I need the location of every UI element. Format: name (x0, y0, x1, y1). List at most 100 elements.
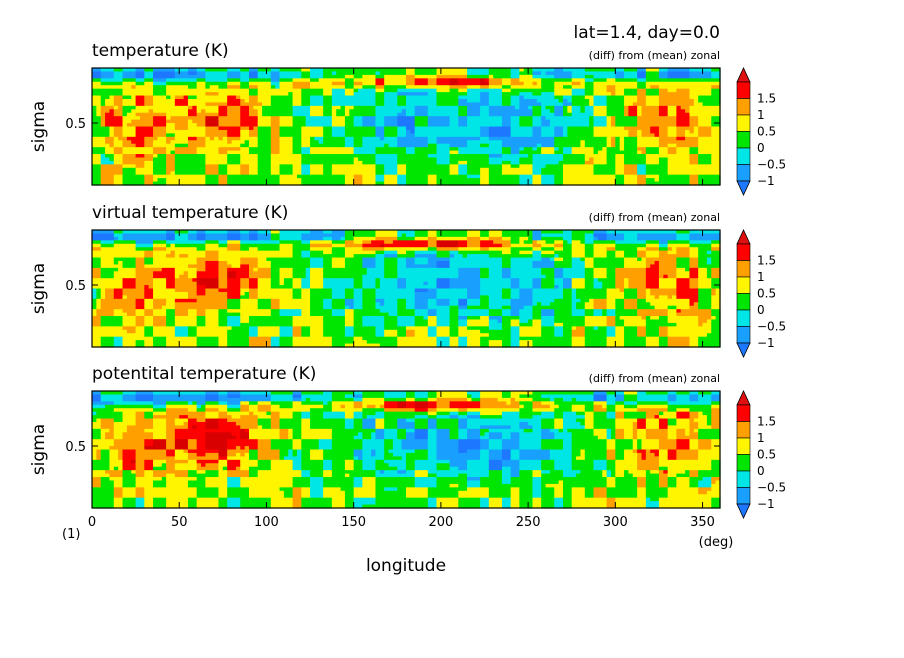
heatmap-cell (554, 164, 559, 168)
heatmap-cell (637, 147, 642, 151)
heatmap-cell (341, 82, 346, 86)
heatmap-cell (140, 171, 145, 175)
heatmap-cell (628, 78, 633, 82)
heatmap-cell (153, 140, 158, 144)
heatmap-cell (537, 123, 542, 127)
heatmap-cell (637, 113, 642, 117)
heatmap-cell (223, 154, 228, 158)
heatmap-cell (524, 157, 529, 161)
heatmap-cell (92, 140, 97, 144)
heatmap-cell (354, 71, 359, 75)
heatmap-cell (362, 147, 367, 151)
heatmap-cell (615, 109, 620, 113)
heatmap-cell (301, 96, 306, 100)
heatmap-cell (707, 127, 712, 131)
heatmap-cell (105, 130, 110, 134)
heatmap-cell (157, 175, 162, 179)
heatmap-cell (624, 147, 629, 151)
heatmap-cell (406, 92, 411, 96)
heatmap-cell (332, 96, 337, 100)
heatmap-cell (650, 116, 655, 120)
heatmap-cell (218, 82, 223, 86)
heatmap-cell (92, 258, 97, 262)
heatmap-cell (232, 127, 237, 131)
heatmap-cell (471, 147, 476, 151)
heatmap-cell (672, 99, 677, 103)
heatmap-cell (589, 147, 594, 151)
heatmap-cell (607, 175, 612, 179)
heatmap-cell (633, 85, 638, 89)
heatmap-cell (297, 102, 302, 106)
heatmap-cell (96, 154, 101, 158)
heatmap-cell (580, 89, 585, 93)
heatmap-cell (567, 127, 572, 131)
heatmap-cell (127, 120, 132, 124)
heatmap-cell (136, 171, 141, 175)
heatmap-cell (476, 106, 481, 110)
heatmap-cell (615, 157, 620, 161)
heatmap-cell (485, 85, 490, 89)
heatmap-cell (306, 164, 311, 168)
heatmap-cell (445, 154, 450, 158)
heatmap-cell (528, 116, 533, 120)
heatmap-cell (184, 171, 189, 175)
heatmap-cell (245, 171, 250, 175)
heatmap-cell (668, 171, 673, 175)
heatmap-cell (192, 137, 197, 141)
heatmap-cell (624, 130, 629, 134)
heatmap-cell (594, 85, 599, 89)
heatmap-cell (293, 109, 298, 113)
heatmap-cell (519, 99, 524, 103)
heatmap-cell (498, 89, 503, 93)
heatmap-cell (694, 140, 699, 144)
heatmap-cell (210, 178, 215, 182)
heatmap-cell (620, 130, 625, 134)
heatmap-cell (637, 175, 642, 179)
heatmap-cell (249, 109, 254, 113)
heatmap-cell (563, 89, 568, 93)
heatmap-cell (192, 140, 197, 144)
heatmap-cell (240, 106, 245, 110)
heatmap-cell (454, 133, 459, 137)
heatmap-cell (707, 147, 712, 151)
heatmap-cell (406, 178, 411, 182)
heatmap-cell (218, 92, 223, 96)
heatmap-cell (236, 140, 241, 144)
heatmap-cell (458, 133, 463, 137)
heatmap-cell (275, 151, 280, 155)
heatmap-cell (611, 168, 616, 172)
heatmap-cell (275, 127, 280, 131)
heatmap-cell (689, 140, 694, 144)
heatmap-cell (266, 168, 271, 172)
heatmap-cell (589, 68, 594, 72)
heatmap-cell (598, 113, 603, 117)
heatmap-cell (205, 109, 210, 113)
heatmap-cell (607, 178, 612, 182)
heatmap-cell (572, 175, 577, 179)
heatmap-cell (515, 171, 520, 175)
heatmap-cell (554, 130, 559, 134)
heatmap-cell (410, 85, 415, 89)
heatmap-cell (293, 127, 298, 131)
heatmap-cell (380, 157, 385, 161)
heatmap-cell (659, 85, 664, 89)
heatmap-cell (192, 102, 197, 106)
heatmap-cell (689, 99, 694, 103)
heatmap-cell (698, 164, 703, 168)
heatmap-cell (197, 106, 202, 110)
heatmap-cell (92, 164, 97, 168)
heatmap-cell (336, 68, 341, 72)
heatmap-cell (585, 151, 590, 155)
heatmap-cell (476, 123, 481, 127)
heatmap-cell (489, 171, 494, 175)
heatmap-cell (153, 82, 158, 86)
heatmap-cell (580, 168, 585, 172)
heatmap-cell (476, 133, 481, 137)
heatmap-cell (445, 71, 450, 75)
heatmap-cell (236, 92, 241, 96)
heatmap-cell (711, 151, 716, 155)
heatmap-cell (563, 151, 568, 155)
heatmap-cell (480, 106, 485, 110)
heatmap-cell (532, 137, 537, 141)
heatmap-cell (249, 113, 254, 117)
